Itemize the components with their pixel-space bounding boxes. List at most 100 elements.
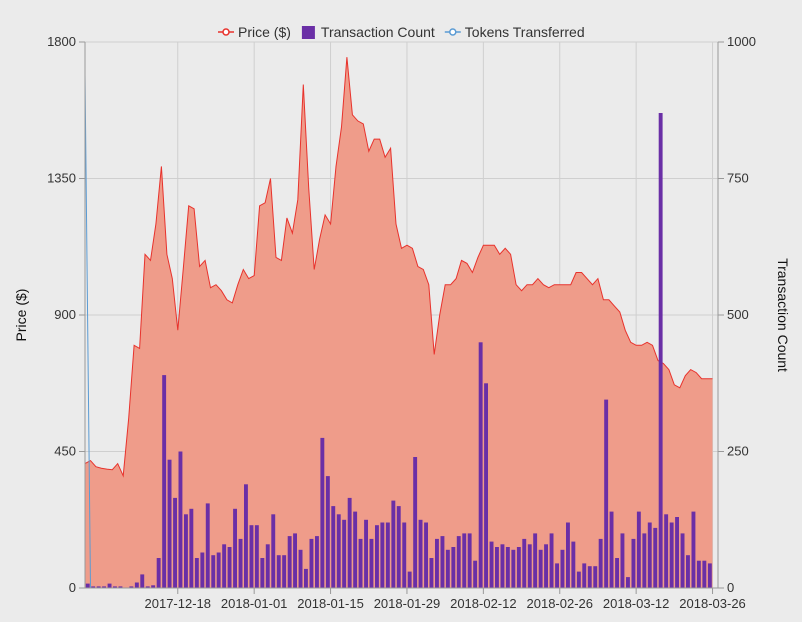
transaction-bar: [686, 555, 690, 588]
transaction-bar: [478, 342, 483, 588]
transaction-bar: [380, 522, 385, 588]
transaction-bar: [522, 538, 527, 588]
transaction-bar: [254, 525, 259, 588]
transaction-bar: [309, 538, 314, 588]
transaction-bar: [429, 558, 434, 588]
transaction-bar: [440, 536, 445, 588]
transaction-bar: [238, 538, 243, 588]
transaction-bar: [331, 506, 336, 588]
transaction-bar: [445, 549, 450, 588]
transaction-bar: [156, 558, 161, 588]
transaction-bar: [642, 533, 647, 588]
transaction-bar: [260, 558, 265, 588]
legend: Price ($) Transaction Count Tokens Transfe…: [218, 24, 585, 40]
transaction-bar: [173, 497, 177, 588]
transaction-bar: [495, 547, 499, 588]
transaction-bar: [200, 552, 205, 588]
transaction-bar: [391, 500, 396, 588]
transaction-bar: [276, 555, 281, 588]
transaction-bar: [626, 577, 630, 588]
transaction-bar: [680, 533, 685, 588]
transaction-bar: [216, 552, 221, 588]
transaction-bar: [631, 538, 636, 588]
transaction-bar: [467, 533, 472, 588]
transaction-bar: [222, 544, 227, 588]
transaction-bar: [647, 522, 652, 588]
transaction-bar: [658, 113, 663, 588]
transaction-bar: [178, 451, 183, 588]
transaction-bar: [358, 538, 363, 588]
transaction-bar: [533, 533, 538, 588]
transaction-bar: [691, 511, 696, 588]
x-tick-label: 2017-12-18: [145, 596, 212, 611]
transaction-bar: [407, 571, 412, 588]
transaction-bar: [505, 547, 510, 588]
transaction-bar: [484, 383, 488, 589]
x-tick-label: 2018-01-29: [374, 596, 441, 611]
legend-item[interactable]: Transaction Count: [301, 24, 435, 40]
transaction-bar: [609, 511, 614, 588]
transaction-bar: [96, 586, 101, 588]
transaction-bar: [315, 536, 319, 588]
transaction-bar: [320, 437, 325, 588]
transaction-bar: [211, 555, 216, 588]
transaction-bar: [287, 536, 292, 588]
transaction-bar: [194, 558, 199, 588]
transaction-bar: [566, 522, 570, 588]
transaction-bar: [571, 541, 576, 588]
y-left-axis-title: Price ($): [13, 289, 29, 342]
transaction-bar: [456, 536, 461, 588]
transaction-bar: [636, 511, 641, 588]
transaction-bar: [385, 522, 390, 588]
transaction-bar: [271, 514, 276, 588]
transaction-bar: [233, 508, 237, 588]
y-left-tick-label: 0: [69, 580, 76, 595]
price-area-fill: [85, 57, 713, 588]
transaction-bar: [511, 549, 516, 588]
legend-item[interactable]: Price ($): [218, 24, 291, 40]
transaction-bar: [369, 538, 374, 588]
transaction-bar: [418, 519, 423, 589]
transaction-bar: [118, 586, 123, 588]
transaction-bar: [298, 549, 303, 588]
transaction-bar: [544, 544, 548, 588]
y-right-tick-label: 750: [727, 171, 749, 186]
transaction-bar: [364, 519, 368, 589]
transaction-bar: [265, 544, 270, 588]
legend-circle-icon: [222, 28, 230, 36]
transaction-bar: [85, 583, 90, 588]
transaction-bar: [189, 508, 194, 588]
transaction-bar: [145, 586, 150, 588]
transaction-bar: [538, 549, 543, 588]
x-tick-label: 2018-03-12: [603, 596, 670, 611]
y-right-tick-label: 500: [727, 307, 749, 322]
transaction-bar: [473, 560, 478, 588]
transaction-bar: [576, 571, 581, 588]
y-right-tick-label: 250: [727, 444, 749, 459]
x-tick-label: 2018-03-26: [679, 596, 746, 611]
transaction-bar: [549, 533, 554, 588]
legend-circle-icon: [449, 28, 457, 36]
transaction-bar: [664, 514, 669, 588]
axes: 0 450 900 1350 1800 0 250 500 750 1000 2017-12-18 2…: [13, 34, 791, 611]
price-series: [84, 57, 713, 588]
legend-item[interactable]: Tokens Transferred: [444, 24, 585, 40]
legend-square-icon: [301, 26, 315, 39]
transaction-bars: [85, 113, 712, 589]
transaction-bar: [102, 586, 106, 588]
transaction-bar: [424, 522, 428, 588]
transaction-bar: [167, 459, 172, 588]
transaction-bar: [402, 522, 407, 588]
transaction-bar: [184, 514, 188, 588]
transaction-bar: [620, 533, 625, 588]
transaction-bar: [582, 563, 587, 588]
transaction-bar: [249, 525, 254, 588]
transaction-bar: [205, 503, 210, 588]
transaction-bar: [560, 549, 565, 588]
transaction-bar: [527, 544, 532, 588]
y-right-axis-title: Transaction Count: [775, 258, 791, 372]
transaction-bar: [435, 538, 439, 588]
transaction-bar: [293, 533, 297, 588]
